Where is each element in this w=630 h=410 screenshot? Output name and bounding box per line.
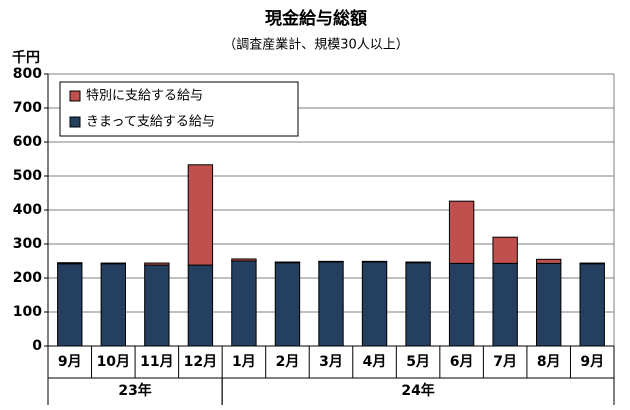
y-tick-label: 700 — [13, 100, 42, 116]
x-tick-label: 5月 — [406, 354, 430, 370]
x-tick-label: 6月 — [450, 354, 474, 370]
bar-segment — [405, 261, 431, 264]
y-tick-label: 300 — [13, 236, 42, 252]
group-label: 24年 — [401, 382, 434, 399]
bar-segment — [57, 263, 83, 347]
x-tick-label: 3月 — [319, 354, 343, 370]
bar-segment — [492, 262, 518, 347]
y-tick-label: 0 — [32, 338, 42, 354]
x-tick-label: 10月 — [97, 354, 130, 370]
x-tick-label: 8月 — [537, 354, 561, 370]
y-tick-label: 200 — [13, 270, 42, 286]
bar-segment — [405, 262, 431, 347]
legend-label: きまって支給する給与 — [86, 115, 215, 130]
bar-segment — [57, 262, 83, 265]
x-tick-label: 12月 — [184, 354, 217, 370]
x-tick-label: 9月 — [58, 354, 82, 370]
legend-box — [59, 81, 299, 137]
x-tick-label: 7月 — [493, 354, 517, 370]
bar-segment — [274, 261, 301, 264]
y-tick-label: 500 — [13, 168, 42, 184]
bar-segment — [448, 262, 475, 347]
chart-subtitle: （調査産業計、規模30人以上） — [223, 37, 409, 53]
bar-segment — [492, 236, 518, 264]
chart-title: 現金給与総額 — [265, 8, 367, 29]
x-tick-label: 1月 — [232, 354, 256, 370]
legend-swatch — [69, 90, 81, 102]
y-tick-label: 100 — [13, 304, 42, 320]
legend-swatch — [69, 116, 81, 128]
bar-segment — [579, 262, 605, 265]
bar-segment — [144, 262, 170, 266]
bar-segment — [361, 260, 388, 263]
y-tick-label: 800 — [13, 66, 42, 82]
x-tick-label: 4月 — [363, 354, 387, 370]
bar-segment — [100, 263, 126, 347]
bar-segment — [187, 164, 214, 266]
group-label: 23年 — [118, 382, 151, 399]
x-tick-label: 11月 — [140, 354, 173, 370]
bar-segment — [231, 260, 257, 347]
y-tick-label: 400 — [13, 202, 42, 218]
bar-segment — [536, 258, 562, 264]
legend-label: 特別に支給する給与 — [86, 89, 203, 104]
y-tick-label: 600 — [13, 134, 42, 150]
bar-segment — [100, 262, 126, 265]
bar-segment — [318, 261, 344, 347]
bar-segment — [231, 258, 257, 262]
bar-segment — [274, 262, 301, 347]
x-tick-label: 9月 — [580, 354, 604, 370]
bar-segment — [318, 260, 344, 263]
y-unit: 千円 — [12, 49, 40, 66]
bar-segment — [579, 263, 605, 347]
bar-segment — [448, 200, 475, 264]
bar-segment — [144, 264, 170, 347]
bar-segment — [361, 261, 388, 347]
bar-segment — [536, 262, 562, 347]
bar-segment — [187, 264, 214, 347]
x-tick-label: 2月 — [276, 354, 300, 370]
